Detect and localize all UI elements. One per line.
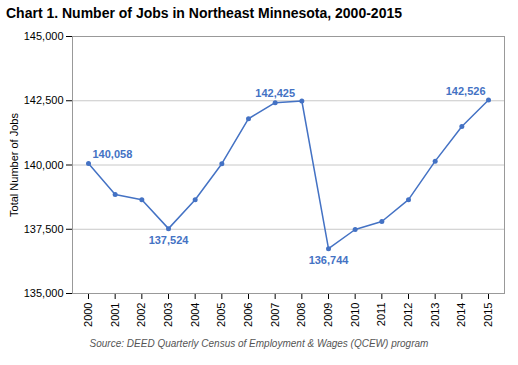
svg-text:2003: 2003 (162, 303, 174, 327)
svg-text:142,526: 142,526 (446, 85, 486, 97)
svg-text:2015: 2015 (482, 303, 494, 327)
svg-text:Total Number of Jobs: Total Number of Jobs (8, 113, 20, 217)
svg-text:2005: 2005 (215, 303, 227, 327)
svg-text:2013: 2013 (429, 303, 441, 327)
svg-text:140,058: 140,058 (93, 148, 133, 160)
svg-text:135,000: 135,000 (24, 287, 64, 299)
svg-text:2012: 2012 (402, 303, 414, 327)
svg-text:2010: 2010 (349, 303, 361, 327)
svg-text:2002: 2002 (135, 303, 147, 327)
svg-text:2014: 2014 (455, 303, 467, 327)
svg-text:140,000: 140,000 (24, 159, 64, 171)
svg-text:137,524: 137,524 (149, 234, 190, 246)
svg-text:2006: 2006 (242, 303, 254, 327)
svg-text:142,500: 142,500 (24, 94, 64, 106)
svg-text:2001: 2001 (109, 303, 121, 327)
svg-text:2007: 2007 (269, 303, 281, 327)
svg-text:145,000: 145,000 (24, 30, 64, 42)
svg-text:2011: 2011 (375, 303, 387, 327)
svg-text:2004: 2004 (189, 303, 201, 327)
html-text:Chart 1. Number of Jobs in Nor: Chart 1. Number of Jobs in Northeast Min… (6, 5, 402, 21)
svg-text:142,425: 142,425 (255, 87, 295, 99)
svg-text:2008: 2008 (295, 303, 307, 327)
svg-text:137,500: 137,500 (24, 223, 64, 235)
svg-text:2009: 2009 (322, 303, 334, 327)
html-text:Source: DEED Quarterly Census: Source: DEED Quarterly Census of Employm… (89, 338, 429, 349)
svg-text:136,744: 136,744 (309, 254, 350, 266)
svg-text:2000: 2000 (82, 303, 94, 327)
